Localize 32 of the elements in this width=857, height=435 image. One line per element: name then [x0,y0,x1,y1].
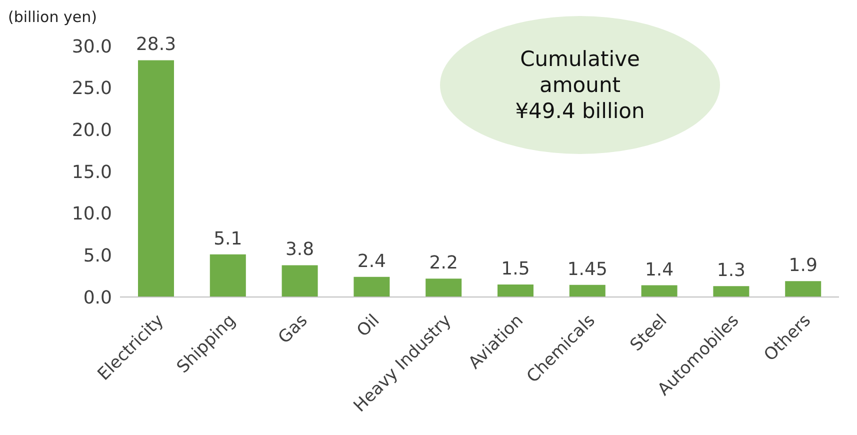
data-label: 28.3 [136,34,176,56]
annotation: Cumulative amount ¥49.4 billion [515,46,645,124]
y-tick-label: 25.0 [72,78,112,100]
y-tick-label: 5.0 [83,246,112,267]
y-tick-label: 20.0 [72,120,112,142]
bar [138,60,174,297]
y-tick-label: 10.0 [72,204,112,225]
bar [426,278,462,297]
y-tick-label: 0.0 [83,287,112,308]
y-tick-label: 15.0 [72,162,112,183]
data-label: 1.5 [501,258,530,280]
bar [210,254,246,297]
bar [785,281,822,297]
data-label: 5.1 [214,228,242,250]
bar [354,276,390,297]
data-label: 3.8 [285,239,314,260]
y-tick-label: 30.0 [72,36,112,58]
x-tick-label: Oil [353,310,384,342]
data-label: 2.2 [429,252,458,274]
bar [713,286,750,297]
data-label: 1.3 [716,260,746,282]
data-label: 1.9 [788,255,818,276]
x-tick-label: Gas [274,310,312,348]
bar [498,284,534,297]
bar [641,285,678,297]
data-label: 2.4 [357,250,386,272]
bar [569,284,606,297]
y-axis-title: (billion yen) [8,8,97,26]
callout-ellipse: Cumulative amount ¥49.4 billion [440,16,720,154]
data-label: 1.45 [567,258,608,280]
data-label: 1.4 [644,259,674,280]
bar [282,265,318,297]
